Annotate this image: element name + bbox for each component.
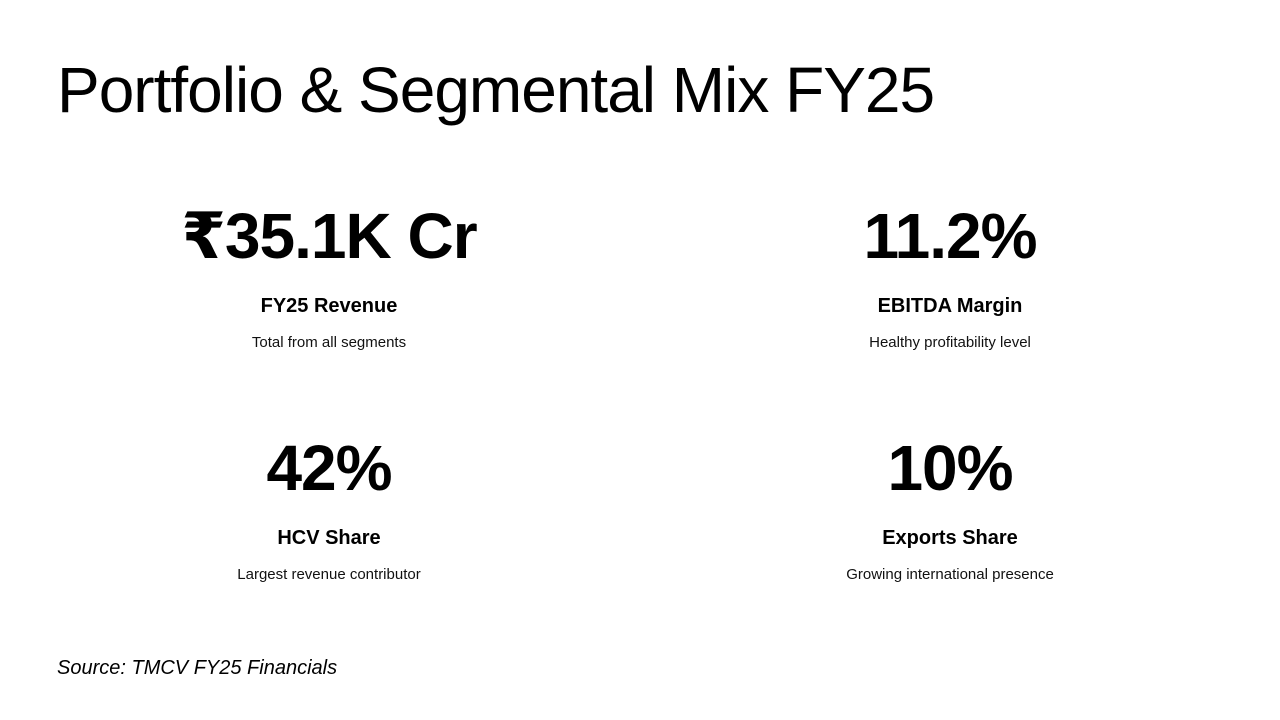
stat-value: 42% xyxy=(266,432,392,504)
stat-card-hcv-share: 42% HCV Share Largest revenue contributo… xyxy=(49,430,609,585)
source-note: Source: TMCV FY25 Financials xyxy=(57,657,338,679)
stat-value: 10% xyxy=(887,432,1013,504)
page-title: Portfolio & Segmental Mix FY25 xyxy=(57,54,935,126)
stat-card-ebitda-margin: 11.2% EBITDA Margin Healthy profitabilit… xyxy=(670,198,1230,353)
stat-description: Largest revenue contributor xyxy=(237,566,421,583)
stat-label: HCV Share xyxy=(277,527,381,549)
stat-description: Growing international presence xyxy=(846,566,1054,583)
stat-label: EBITDA Margin xyxy=(877,295,1023,317)
stat-value: ₹35.1K Cr xyxy=(181,200,477,272)
stat-value: 11.2% xyxy=(863,200,1038,272)
stat-card-revenue: ₹35.1K Cr FY25 Revenue Total from all se… xyxy=(49,198,609,353)
stat-label: FY25 Revenue xyxy=(260,295,398,317)
stat-label: Exports Share xyxy=(882,527,1018,549)
stat-card-exports-share: 10% Exports Share Growing international … xyxy=(670,430,1230,585)
stat-description: Total from all segments xyxy=(251,334,407,351)
stat-description: Healthy profitability level xyxy=(869,334,1031,351)
